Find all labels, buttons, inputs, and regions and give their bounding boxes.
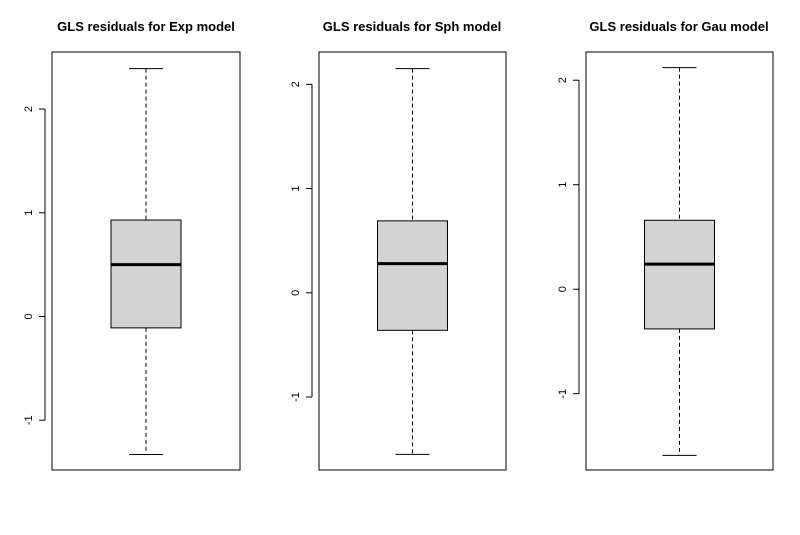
iqr-box [377,220,448,331]
plot-frame [318,51,507,471]
y-tick-label: 0 [290,290,302,296]
plot-frame [585,51,774,471]
y-tick-label: 1 [557,182,569,188]
chart-title: GLS residuals for Exp model [57,19,235,34]
y-tick-label: 2 [23,106,35,112]
plot-frame [51,51,241,471]
y-tick-label: -1 [23,415,35,425]
y-tick-label: 1 [23,210,35,216]
panel-gau: GLS residuals for Gau model -1 0 1 2 [557,19,774,471]
y-tick-label: 0 [557,286,569,292]
panel-exp: GLS residuals for Exp model -1 0 1 2 [23,19,241,471]
y-tick-label: 2 [290,81,302,87]
y-tick-label: -1 [557,389,569,399]
chart-title: GLS residuals for Gau model [589,19,768,34]
panel-sph: GLS residuals for Sph model -1 0 1 2 [290,19,507,471]
y-tick-label: 0 [23,313,35,319]
chart-title: GLS residuals for Sph model [323,19,501,34]
y-tick-label: -1 [290,392,302,402]
y-tick-label: 2 [557,77,569,83]
iqr-box [110,219,182,329]
y-tick-label: 1 [290,185,302,191]
iqr-box [644,219,715,330]
